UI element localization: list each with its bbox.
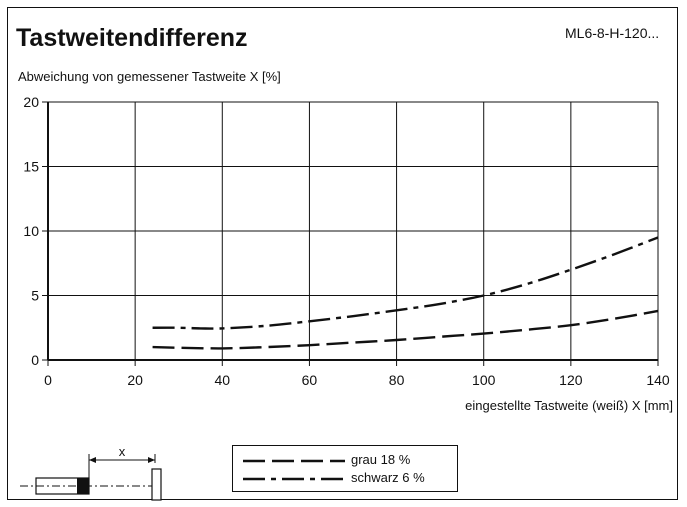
y-tick-label: 20	[23, 94, 39, 110]
x-tick-label: 80	[389, 372, 405, 388]
y-tick-label: 10	[23, 223, 39, 239]
x-tick-label: 60	[302, 372, 318, 388]
sensor-lens	[77, 478, 89, 494]
x-axis-label: eingestellte Tastweite (weiß) X [mm]	[465, 398, 673, 413]
x-tick-label: 20	[127, 372, 143, 388]
legend-swatches	[243, 459, 345, 481]
tick-labels: 0 20 40 60 80 100 120 140 0 5 10 15 20	[23, 94, 669, 388]
x-tick-label: 140	[646, 372, 670, 388]
x-tick-label: 120	[559, 372, 583, 388]
distance-label: x	[119, 444, 126, 459]
grid	[42, 101, 659, 366]
y-tick-label: 15	[23, 159, 39, 175]
x-tick-label: 100	[472, 372, 496, 388]
y-axis-label: Abweichung von gemessener Tastweite X [%…	[18, 69, 281, 84]
legend	[232, 445, 458, 492]
y-tick-label: 0	[31, 352, 39, 368]
series-line-2	[152, 236, 659, 330]
x-tick-label: 0	[44, 372, 52, 388]
series-lines	[152, 236, 659, 350]
legend-label-schwarz: schwarz 6 %	[351, 470, 425, 485]
y-tick-label: 5	[31, 288, 39, 304]
series-line-1	[152, 309, 659, 350]
sensor-diagram	[20, 454, 162, 501]
chart-title: Tastweitendifferenz	[16, 24, 248, 52]
figure-frame	[7, 7, 678, 500]
legend-label-grau: grau 18 %	[351, 452, 411, 467]
model-number: ML6-8-H-120...	[565, 25, 660, 41]
target-plate	[151, 468, 162, 501]
x-tick-label: 40	[214, 372, 230, 388]
